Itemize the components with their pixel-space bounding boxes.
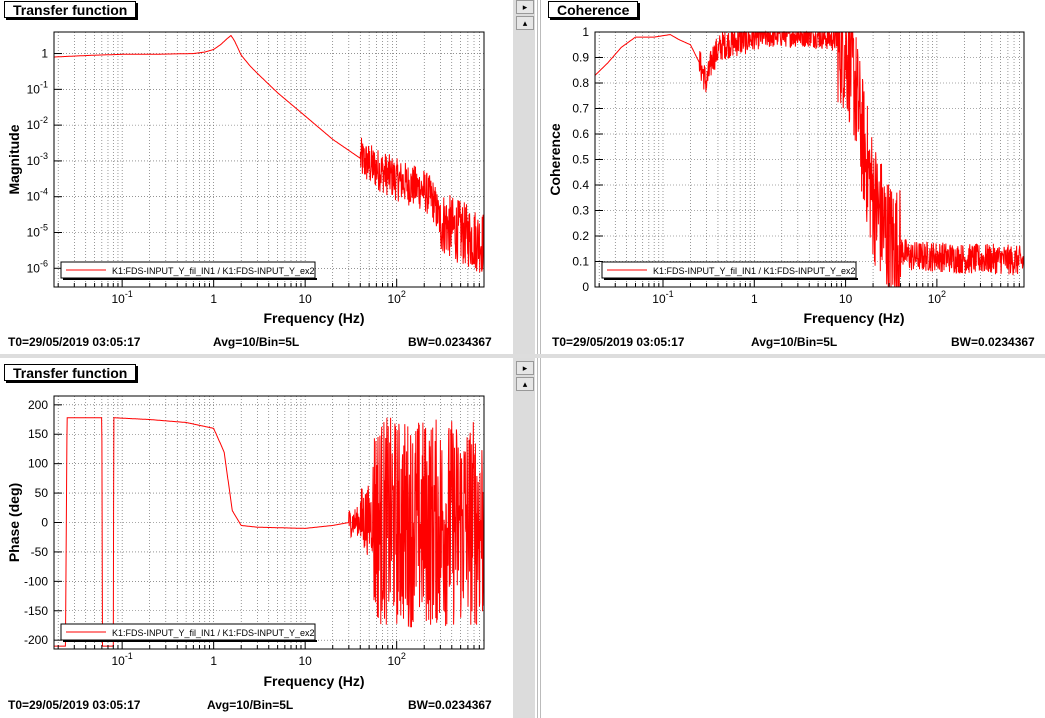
y-axis-label: Magnitude bbox=[6, 124, 22, 194]
y-tick-label: 0.8 bbox=[572, 76, 589, 90]
footer-t0-coherence: T0=29/05/2019 03:05:17 bbox=[552, 335, 685, 349]
x-tick-label: 10-1 bbox=[111, 651, 132, 668]
tab-coherence[interactable]: Coherence bbox=[548, 1, 639, 18]
x-tick-label: 102 bbox=[387, 289, 405, 306]
y-tick-label: 50 bbox=[35, 486, 49, 500]
footer-avg-coherence: Avg=10/Bin=5L bbox=[751, 335, 838, 349]
panel-next-arrow-icon-bottom[interactable]: ▸ bbox=[516, 361, 534, 375]
y-axis-label: Coherence bbox=[547, 123, 563, 196]
x-axis-ticks bbox=[57, 641, 480, 649]
y-tick-label: 0.6 bbox=[572, 127, 589, 141]
y-tick-label: 10-4 bbox=[27, 187, 48, 204]
x-tick-label: 1 bbox=[210, 292, 217, 306]
legend-label: K1:FDS-INPUT_Y_fil_IN1 / K1:FDS-INPUT_Y_… bbox=[653, 266, 856, 276]
footer-bw: BW=0.0234367 bbox=[408, 335, 492, 349]
panel-up-arrow-icon-bottom[interactable]: ▴ bbox=[516, 377, 534, 391]
y-tick-label: 100 bbox=[28, 457, 48, 471]
x-axis-label: Frequency (Hz) bbox=[263, 673, 364, 689]
y-tick-label: 10-5 bbox=[27, 222, 48, 239]
x-tick-label: 102 bbox=[387, 651, 405, 668]
x-axis-ticks bbox=[57, 279, 480, 287]
y-tick-label: 0.9 bbox=[572, 51, 589, 65]
y-axis-label: Phase (deg) bbox=[6, 483, 22, 562]
y-tick-label: 0.3 bbox=[572, 204, 589, 218]
panel-control-strip bbox=[513, 0, 535, 718]
footer-avg: Avg=10/Bin=5L bbox=[213, 335, 300, 349]
magnitude-plot[interactable]: 10-1 1 10 102 1 10-1 10-2 10-3 10-4 10-5 10-6 Frequ… bbox=[0, 0, 513, 354]
y-tick-label: 0.5 bbox=[572, 153, 589, 167]
legend-shadow bbox=[63, 278, 317, 280]
y-tick-label: 0 bbox=[41, 516, 48, 530]
panel-up-arrow-icon[interactable]: ▴ bbox=[516, 16, 534, 30]
legend-label: K1:FDS-INPUT_Y_fil_IN1 / K1:FDS-INPUT_Y_… bbox=[112, 628, 315, 638]
horizontal-splitter[interactable] bbox=[0, 354, 1045, 358]
phase-plot[interactable]: 10-1 1 10 102 200 150 100 50 0 -50 -100 -150 -200 Fre… bbox=[0, 358, 513, 718]
y-tick-label: 10-3 bbox=[27, 151, 48, 168]
legend-shadow bbox=[604, 278, 858, 280]
legend: K1:FDS-INPUT_Y_fil_IN1 / K1:FDS-INPUT_Y_… bbox=[60, 623, 317, 642]
empty-plot-panel bbox=[541, 358, 1045, 718]
grid-lines bbox=[595, 31, 1024, 288]
x-axis-ticks bbox=[598, 279, 1020, 287]
footer-t0: T0=29/05/2019 03:05:17 bbox=[8, 335, 141, 349]
y-tick-label: -50 bbox=[31, 545, 49, 559]
legend-label: K1:FDS-INPUT_Y_fil_IN1 / K1:FDS-INPUT_Y_… bbox=[112, 266, 315, 276]
coherence-plot[interactable]: 10-1 1 10 102 0 0.1 0.2 0.3 0.4 0.5 0.6 0.7 0.8 0.9 1 F… bbox=[541, 0, 1045, 354]
y-tick-label: 10-2 bbox=[27, 115, 48, 132]
y-tick-label: 0.2 bbox=[572, 229, 589, 243]
x-axis-label: Frequency (Hz) bbox=[803, 310, 904, 326]
x-axis-label: Frequency (Hz) bbox=[263, 310, 364, 326]
y-tick-label: 10-6 bbox=[27, 258, 48, 275]
y-tick-label: 0 bbox=[582, 280, 589, 294]
y-tick-label: -150 bbox=[24, 604, 48, 618]
x-tick-label: 10 bbox=[298, 654, 312, 668]
legend: K1:FDS-INPUT_Y_fil_IN1 / K1:FDS-INPUT_Y_… bbox=[601, 261, 858, 280]
x-tick-label: 10-1 bbox=[652, 289, 673, 306]
x-tick-label: 10 bbox=[839, 292, 853, 306]
x-tick-label: 102 bbox=[928, 289, 946, 306]
footer-bw-coherence: BW=0.0234367 bbox=[951, 335, 1035, 349]
y-tick-label: 0.7 bbox=[572, 102, 589, 116]
footer-t0-phase: T0=29/05/2019 03:05:17 bbox=[8, 698, 141, 712]
y-tick-label: 0.1 bbox=[572, 255, 589, 269]
tab-transfer-function-magnitude[interactable]: Transfer function bbox=[4, 1, 137, 18]
legend: K1:FDS-INPUT_Y_fil_IN1 / K1:FDS-INPUT_Y_… bbox=[60, 261, 317, 280]
x-tick-label: 1 bbox=[210, 654, 217, 668]
panel-next-arrow-icon[interactable]: ▸ bbox=[516, 0, 534, 14]
legend-shadow bbox=[63, 640, 317, 642]
footer-avg-phase: Avg=10/Bin=5L bbox=[207, 698, 294, 712]
grid-lines bbox=[54, 32, 484, 287]
data-trace bbox=[54, 35, 485, 273]
tab-transfer-function-phase[interactable]: Transfer function bbox=[4, 364, 137, 381]
x-tick-label: 10-1 bbox=[111, 289, 132, 306]
x-tick-label: 1 bbox=[751, 292, 758, 306]
x-tick-label: 10 bbox=[298, 292, 312, 306]
y-tick-label: 1 bbox=[582, 25, 589, 39]
vertical-splitter[interactable] bbox=[537, 0, 541, 718]
data-trace bbox=[54, 417, 485, 647]
y-tick-label: 150 bbox=[28, 427, 48, 441]
y-tick-label: -100 bbox=[24, 574, 48, 588]
y-tick-label: 10-1 bbox=[27, 79, 48, 96]
footer-bw-phase: BW=0.0234367 bbox=[408, 698, 492, 712]
y-tick-label: 200 bbox=[28, 398, 48, 412]
y-tick-label: -200 bbox=[24, 633, 48, 647]
y-tick-label: 0.4 bbox=[572, 178, 589, 192]
y-tick-label: 1 bbox=[41, 47, 48, 61]
